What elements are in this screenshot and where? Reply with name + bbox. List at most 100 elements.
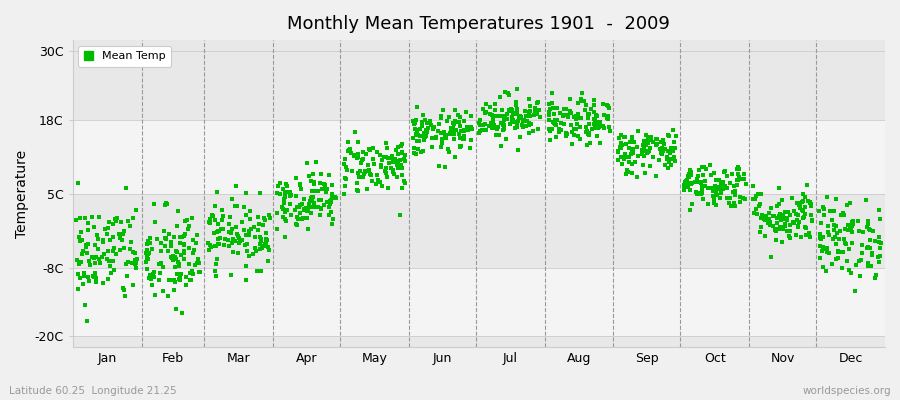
- Point: [243, 216, 257, 222]
- Point: [695, 184, 709, 191]
- Point: [171, 259, 185, 266]
- Point: [497, 122, 511, 128]
- Point: [79, 250, 94, 256]
- Point: [395, 172, 410, 178]
- Point: [280, 189, 294, 196]
- Point: [239, 212, 254, 219]
- Point: [70, 257, 85, 263]
- Point: [185, 250, 200, 256]
- Point: [73, 238, 87, 244]
- Point: [797, 224, 812, 231]
- Point: [669, 133, 683, 139]
- Point: [373, 179, 387, 185]
- Point: [767, 213, 781, 219]
- Point: [422, 118, 436, 124]
- Point: [662, 147, 676, 154]
- Point: [781, 208, 796, 215]
- Point: [714, 190, 728, 196]
- Point: [463, 145, 477, 151]
- Point: [860, 244, 875, 251]
- Point: [562, 96, 577, 102]
- Point: [172, 261, 186, 268]
- Point: [824, 261, 839, 267]
- Point: [860, 245, 875, 251]
- Point: [192, 260, 206, 266]
- Point: [118, 293, 132, 299]
- Point: [827, 227, 842, 233]
- Point: [706, 193, 720, 200]
- Point: [256, 222, 270, 228]
- Point: [658, 146, 672, 152]
- Point: [242, 252, 256, 259]
- Point: [616, 134, 631, 140]
- Point: [176, 241, 191, 247]
- Point: [626, 147, 641, 153]
- Point: [386, 167, 400, 174]
- Point: [394, 149, 409, 156]
- Point: [178, 231, 193, 237]
- Point: [589, 124, 603, 131]
- Point: [164, 253, 178, 260]
- Point: [248, 224, 262, 230]
- Point: [560, 131, 574, 138]
- Point: [435, 139, 449, 146]
- Point: [243, 208, 257, 214]
- Point: [143, 235, 157, 241]
- Point: [97, 250, 112, 257]
- Point: [356, 149, 370, 155]
- Point: [850, 262, 864, 268]
- Point: [653, 139, 668, 146]
- Point: [626, 146, 641, 152]
- Point: [690, 176, 705, 182]
- Point: [682, 206, 697, 213]
- Point: [571, 111, 585, 117]
- Point: [74, 228, 88, 235]
- Point: [571, 100, 585, 106]
- Point: [761, 216, 776, 222]
- Point: [662, 133, 677, 139]
- Point: [395, 165, 410, 172]
- Point: [783, 235, 797, 242]
- Point: [485, 112, 500, 118]
- Point: [486, 113, 500, 119]
- Point: [815, 234, 830, 241]
- Point: [356, 156, 370, 162]
- Point: [639, 148, 653, 155]
- Point: [714, 181, 728, 188]
- Point: [625, 146, 639, 152]
- Point: [846, 218, 860, 224]
- Point: [709, 184, 724, 191]
- Point: [223, 214, 238, 220]
- Point: [303, 198, 318, 204]
- Point: [596, 100, 610, 107]
- Point: [662, 158, 676, 165]
- Point: [230, 233, 245, 239]
- Point: [256, 243, 271, 249]
- Point: [476, 106, 491, 112]
- Point: [125, 249, 140, 256]
- Point: [122, 223, 137, 230]
- Point: [238, 204, 252, 211]
- Point: [325, 220, 339, 227]
- Point: [387, 171, 401, 177]
- Point: [585, 126, 599, 132]
- Point: [634, 151, 649, 157]
- Point: [167, 279, 182, 285]
- Point: [597, 124, 611, 131]
- Point: [542, 101, 556, 108]
- Point: [173, 240, 187, 246]
- Point: [714, 184, 728, 190]
- Point: [120, 272, 134, 279]
- Point: [611, 157, 625, 163]
- Point: [820, 249, 834, 255]
- Point: [726, 200, 741, 206]
- Point: [318, 182, 332, 188]
- Point: [147, 274, 161, 280]
- Point: [438, 132, 453, 138]
- Point: [678, 179, 692, 185]
- Point: [208, 203, 222, 210]
- Point: [128, 261, 142, 268]
- Point: [181, 226, 195, 232]
- Point: [492, 132, 507, 138]
- Point: [529, 100, 544, 106]
